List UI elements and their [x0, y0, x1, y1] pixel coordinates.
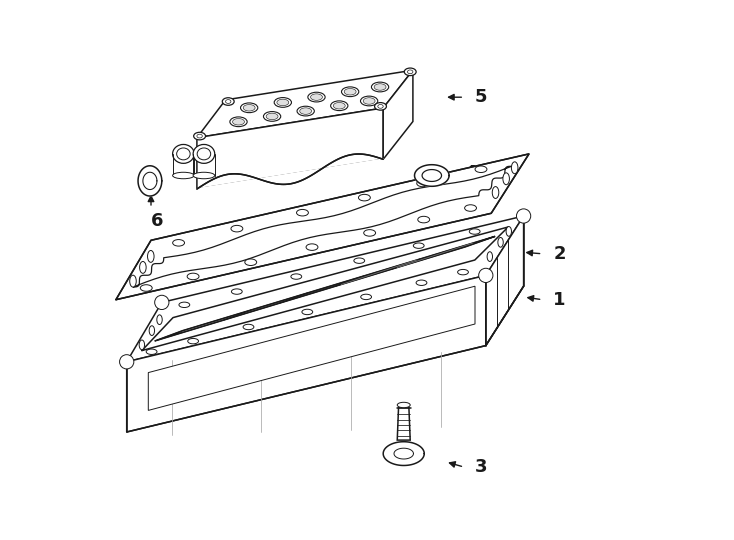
Ellipse shape [475, 166, 487, 172]
Ellipse shape [243, 325, 254, 330]
Ellipse shape [197, 148, 211, 160]
Ellipse shape [308, 92, 325, 102]
Ellipse shape [417, 180, 429, 187]
Ellipse shape [197, 134, 203, 138]
Circle shape [120, 355, 134, 369]
Polygon shape [397, 408, 410, 440]
Text: 4: 4 [464, 164, 476, 182]
Ellipse shape [512, 162, 518, 174]
Ellipse shape [297, 106, 314, 116]
Polygon shape [197, 108, 383, 189]
Polygon shape [486, 216, 523, 346]
Ellipse shape [194, 132, 206, 140]
Ellipse shape [172, 240, 184, 246]
Ellipse shape [225, 100, 231, 104]
Polygon shape [383, 70, 413, 159]
Ellipse shape [503, 173, 509, 185]
Ellipse shape [371, 82, 389, 92]
Ellipse shape [193, 172, 215, 179]
Ellipse shape [149, 326, 155, 335]
Ellipse shape [299, 108, 312, 114]
Ellipse shape [333, 103, 345, 109]
Ellipse shape [330, 101, 348, 111]
Ellipse shape [416, 280, 427, 286]
Circle shape [155, 295, 169, 309]
Ellipse shape [140, 285, 152, 291]
Ellipse shape [418, 217, 429, 223]
Ellipse shape [130, 275, 137, 287]
Ellipse shape [188, 339, 198, 344]
Polygon shape [155, 237, 495, 341]
Ellipse shape [310, 94, 322, 100]
Ellipse shape [172, 172, 195, 179]
Ellipse shape [193, 145, 215, 163]
Polygon shape [197, 70, 413, 138]
Ellipse shape [506, 227, 512, 237]
Ellipse shape [465, 205, 476, 211]
Ellipse shape [148, 251, 154, 262]
Ellipse shape [354, 258, 365, 264]
Ellipse shape [241, 103, 258, 113]
Ellipse shape [275, 98, 291, 107]
Ellipse shape [177, 148, 190, 160]
Ellipse shape [360, 96, 378, 106]
Ellipse shape [344, 89, 356, 95]
Ellipse shape [306, 244, 318, 251]
Ellipse shape [233, 118, 244, 125]
Ellipse shape [363, 98, 375, 104]
Ellipse shape [341, 87, 359, 97]
Ellipse shape [230, 117, 247, 126]
Ellipse shape [378, 105, 383, 108]
Ellipse shape [493, 187, 499, 199]
Polygon shape [422, 170, 442, 181]
Ellipse shape [404, 68, 416, 76]
Polygon shape [127, 275, 486, 432]
Polygon shape [148, 286, 475, 410]
Circle shape [479, 268, 493, 282]
Ellipse shape [374, 84, 386, 90]
Ellipse shape [264, 112, 280, 122]
Text: 1: 1 [553, 291, 566, 309]
Ellipse shape [157, 315, 162, 325]
Ellipse shape [243, 105, 255, 111]
Ellipse shape [277, 99, 288, 106]
Ellipse shape [469, 229, 480, 234]
Ellipse shape [139, 261, 146, 273]
Ellipse shape [302, 309, 313, 315]
Ellipse shape [222, 98, 234, 105]
Ellipse shape [266, 113, 278, 120]
Ellipse shape [187, 273, 199, 280]
Text: 2: 2 [553, 245, 566, 263]
Ellipse shape [457, 269, 468, 275]
Ellipse shape [413, 243, 424, 248]
Ellipse shape [231, 225, 243, 232]
Ellipse shape [487, 252, 493, 261]
Circle shape [517, 209, 531, 223]
Ellipse shape [231, 289, 242, 294]
Polygon shape [383, 442, 424, 465]
Ellipse shape [172, 145, 195, 163]
Polygon shape [127, 216, 523, 362]
Ellipse shape [179, 302, 190, 307]
Polygon shape [143, 172, 157, 190]
Ellipse shape [364, 230, 376, 236]
Polygon shape [138, 166, 161, 196]
Polygon shape [116, 154, 529, 300]
Text: 5: 5 [475, 88, 487, 106]
Ellipse shape [407, 70, 413, 74]
Ellipse shape [360, 294, 371, 300]
Ellipse shape [139, 340, 145, 350]
Ellipse shape [397, 402, 410, 408]
Ellipse shape [498, 238, 504, 247]
Text: 3: 3 [475, 458, 487, 476]
Text: 6: 6 [151, 212, 164, 231]
Ellipse shape [297, 210, 308, 216]
Ellipse shape [374, 103, 386, 110]
Ellipse shape [146, 349, 157, 354]
Ellipse shape [291, 274, 302, 279]
Polygon shape [415, 165, 449, 186]
Ellipse shape [245, 259, 257, 266]
Ellipse shape [358, 194, 371, 201]
